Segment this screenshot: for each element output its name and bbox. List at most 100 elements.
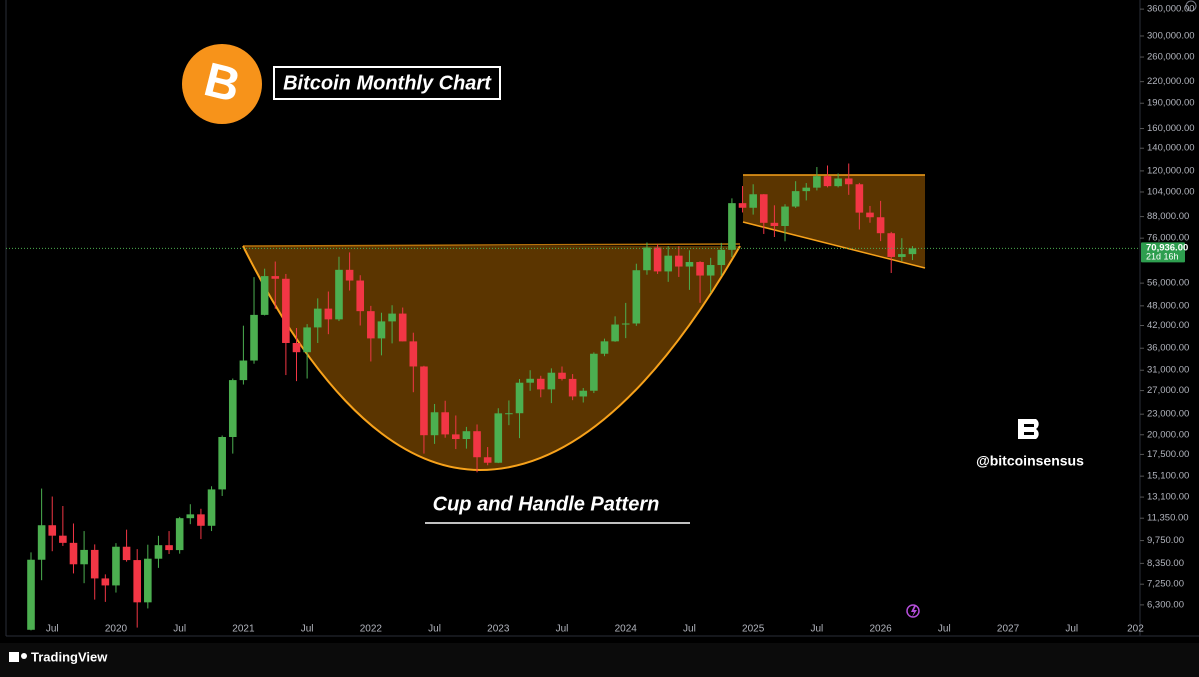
y-tick-label: 27,000.00	[1147, 385, 1189, 396]
y-tick-label: 9,750.00	[1147, 535, 1184, 546]
y-tick-label: 300,000.00	[1147, 30, 1195, 41]
candle-body	[218, 436, 226, 490]
candle-body	[441, 412, 449, 435]
candle-body	[515, 382, 524, 414]
candle-body	[600, 341, 609, 354]
candle-body	[69, 542, 78, 565]
candle-body	[717, 249, 726, 266]
candle-body	[324, 308, 333, 320]
watermark-logo	[1018, 419, 1039, 439]
candle-body	[239, 360, 248, 381]
cup-fill	[243, 246, 740, 470]
x-tick-label: 2027	[997, 624, 1020, 635]
candle-body	[37, 525, 46, 560]
candle-body	[165, 545, 173, 551]
candle-body	[27, 559, 35, 630]
y-tick-label: 260,000.00	[1147, 52, 1195, 63]
handle-fill	[743, 175, 925, 268]
candle-body	[632, 270, 641, 324]
alert-icon[interactable]	[906, 604, 920, 618]
y-tick-label: 31,000.00	[1147, 365, 1189, 376]
title-box	[273, 66, 501, 100]
candle-body	[844, 178, 853, 185]
y-tick-label: 11,350.00	[1147, 513, 1189, 524]
candle-body	[536, 378, 545, 390]
y-tick-label: 88,000.00	[1147, 211, 1189, 222]
candle-body	[228, 380, 237, 437]
candle-body	[866, 212, 874, 218]
candle-body	[462, 431, 471, 440]
bitcoin-logo	[182, 44, 262, 124]
x-tick-label: 2021	[232, 624, 255, 635]
candle-body	[526, 378, 534, 383]
y-tick-label: 42,000.00	[1147, 320, 1189, 331]
candle-body	[675, 255, 683, 267]
y-tick-label: 120,000.00	[1147, 165, 1195, 176]
y-tick-label: 160,000.00	[1147, 123, 1195, 134]
candle-body	[313, 308, 322, 328]
pattern-label: Cup and Handle Pattern	[433, 493, 660, 515]
candle-body	[175, 518, 184, 551]
candle-body	[282, 278, 290, 343]
candle-body	[335, 269, 343, 320]
watermark: @bitcoinsensus	[976, 453, 1084, 469]
y-tick-label: 220,000.00	[1147, 76, 1195, 87]
last-price-box	[1141, 242, 1185, 263]
candle-body	[122, 546, 131, 561]
candle-body	[568, 378, 577, 397]
candle-body	[271, 276, 280, 279]
candle-body	[377, 321, 386, 339]
candle-body	[876, 217, 885, 234]
x-tick-label: Jul	[46, 624, 59, 635]
candle-body	[685, 262, 694, 267]
handle-bottom	[742, 221, 926, 269]
y-tick-label: 13,100.00	[1147, 492, 1189, 503]
x-tick-label: Jul	[1065, 624, 1078, 635]
brand[interactable]: TradingView	[31, 649, 108, 664]
candle-body	[621, 323, 630, 325]
candle-body	[494, 413, 503, 463]
candle-body	[781, 206, 789, 226]
candle-body	[292, 342, 301, 353]
x-tick-label: 2023	[487, 624, 510, 635]
candle-body	[80, 549, 88, 565]
tv-logo	[21, 653, 27, 659]
candle-body	[728, 203, 736, 250]
x-tick-label: 202	[1127, 624, 1144, 635]
x-tick-label: Jul	[938, 624, 951, 635]
y-tick-label: 7,250.00	[1147, 579, 1184, 590]
candle-body	[367, 311, 375, 339]
candle-body	[547, 372, 556, 390]
y-tick-label: 190,000.00	[1147, 98, 1195, 109]
settings-icon[interactable]	[1185, 0, 1197, 12]
x-tick-label: Jul	[683, 624, 696, 635]
candle-body	[345, 269, 354, 281]
candle-body	[303, 327, 311, 353]
candle-body	[823, 176, 832, 187]
tv-logo	[9, 652, 19, 662]
candle-body	[898, 254, 906, 257]
candle-body	[749, 194, 757, 208]
candle-body	[770, 222, 779, 226]
chart-title: Bitcoin Monthly Chart	[283, 72, 492, 94]
candle-body	[197, 514, 205, 526]
candle-body	[590, 353, 598, 391]
y-tick-label: 6,300.00	[1147, 599, 1184, 610]
y-tick-label: 360,000.00	[1147, 4, 1195, 15]
x-tick-label: Jul	[810, 624, 823, 635]
candle-body	[579, 390, 588, 397]
y-tick-label: 140,000.00	[1147, 143, 1195, 154]
candle-body	[813, 176, 821, 188]
candle-body	[388, 313, 396, 322]
last-price-label: 70,936.00	[1146, 242, 1188, 253]
candle-body	[186, 514, 195, 519]
y-tick-label: 15,100.00	[1147, 471, 1189, 482]
candle-body	[706, 265, 715, 276]
x-tick-label: 2022	[360, 624, 383, 635]
candle-body	[738, 203, 747, 208]
candle-body	[420, 366, 428, 436]
candle-body	[207, 489, 216, 526]
candles-layer	[27, 163, 917, 631]
candle-body	[452, 434, 460, 440]
candle-body	[473, 431, 481, 458]
